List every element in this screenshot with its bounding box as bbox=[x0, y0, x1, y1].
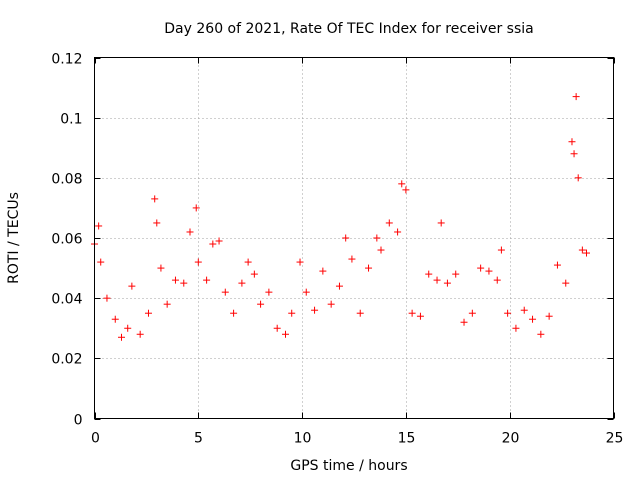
x-tick-label: 10 bbox=[294, 431, 312, 447]
data-point bbox=[512, 324, 520, 332]
data-point bbox=[468, 309, 476, 317]
x-axis-title: GPS time / hours bbox=[290, 458, 407, 474]
data-point bbox=[97, 258, 105, 266]
data-point bbox=[192, 204, 200, 212]
x-tick-label: 15 bbox=[398, 431, 416, 447]
data-point bbox=[568, 138, 576, 146]
data-point bbox=[250, 270, 258, 278]
data-point bbox=[215, 237, 223, 245]
data-point bbox=[520, 306, 528, 314]
data-point bbox=[144, 309, 152, 317]
data-point bbox=[288, 309, 296, 317]
data-point bbox=[221, 288, 229, 296]
data-point bbox=[342, 234, 350, 242]
data-point bbox=[377, 246, 385, 254]
x-tick-label: 25 bbox=[606, 431, 624, 447]
data-point bbox=[157, 264, 165, 272]
data-point bbox=[238, 279, 246, 287]
data-point bbox=[553, 261, 561, 269]
y-tick-labels: 0 0.02 0.04 0.06 0.08 0.1 0.12 bbox=[51, 52, 82, 429]
data-point bbox=[153, 219, 161, 227]
data-point bbox=[111, 315, 119, 323]
data-point bbox=[327, 300, 335, 308]
data-point bbox=[186, 228, 194, 236]
data-points bbox=[91, 93, 591, 341]
x-tick-label: 5 bbox=[194, 431, 203, 447]
data-point bbox=[477, 264, 485, 272]
data-point bbox=[504, 309, 512, 317]
data-point bbox=[103, 294, 111, 302]
data-point bbox=[562, 279, 570, 287]
data-point bbox=[373, 234, 381, 242]
data-point bbox=[136, 330, 144, 338]
data-point bbox=[180, 279, 188, 287]
data-point bbox=[572, 93, 580, 101]
data-point bbox=[296, 258, 304, 266]
x-tick-label: 20 bbox=[502, 431, 520, 447]
data-point bbox=[433, 276, 441, 284]
y-tick-label: 0.08 bbox=[51, 172, 82, 188]
data-point bbox=[163, 300, 171, 308]
data-point bbox=[302, 288, 310, 296]
y-tick-label: 0.12 bbox=[51, 52, 82, 68]
data-point bbox=[128, 282, 136, 290]
data-point bbox=[348, 255, 356, 263]
data-point bbox=[117, 333, 125, 341]
data-point bbox=[485, 267, 493, 275]
data-point bbox=[171, 276, 179, 284]
data-point bbox=[335, 282, 343, 290]
y-tick-label: 0.06 bbox=[51, 232, 82, 248]
y-tick-label: 0.1 bbox=[60, 112, 82, 128]
data-point bbox=[230, 309, 238, 317]
data-point bbox=[402, 186, 410, 194]
grid-lines bbox=[94, 57, 614, 419]
chart-title: Day 260 of 2021, Rate Of TEC Index for r… bbox=[164, 21, 533, 37]
data-point bbox=[452, 270, 460, 278]
plot-frame bbox=[94, 57, 614, 419]
data-point bbox=[124, 324, 132, 332]
data-point bbox=[437, 219, 445, 227]
data-point bbox=[203, 276, 211, 284]
data-point bbox=[151, 195, 159, 203]
data-point bbox=[545, 312, 553, 320]
x-tick-labels: 0 5 10 15 20 25 bbox=[91, 431, 623, 447]
y-tick-label: 0.02 bbox=[51, 352, 82, 368]
data-point bbox=[460, 318, 468, 326]
data-point bbox=[425, 270, 433, 278]
data-point bbox=[194, 258, 202, 266]
data-point bbox=[209, 240, 217, 248]
data-point bbox=[394, 228, 402, 236]
data-point bbox=[265, 288, 273, 296]
data-point bbox=[273, 324, 281, 332]
data-point bbox=[408, 309, 416, 317]
data-point bbox=[443, 279, 451, 287]
data-point bbox=[385, 219, 393, 227]
data-point bbox=[583, 249, 591, 257]
data-point bbox=[537, 330, 545, 338]
data-point bbox=[574, 174, 582, 182]
data-point bbox=[493, 276, 501, 284]
data-point bbox=[570, 150, 578, 158]
y-tick-label: 0.04 bbox=[51, 292, 82, 308]
data-point bbox=[416, 312, 424, 320]
data-point bbox=[529, 315, 537, 323]
x-tick-label: 0 bbox=[91, 431, 100, 447]
data-point bbox=[356, 309, 364, 317]
data-point bbox=[398, 180, 406, 188]
data-point bbox=[578, 246, 586, 254]
data-point bbox=[281, 330, 289, 338]
y-tick-label: 0 bbox=[74, 413, 83, 429]
data-point bbox=[244, 258, 252, 266]
data-point bbox=[95, 222, 103, 230]
data-point bbox=[319, 267, 327, 275]
data-point bbox=[497, 246, 505, 254]
axis-ticks bbox=[94, 57, 615, 420]
data-point bbox=[311, 306, 319, 314]
y-axis-title: ROTI / TECUs bbox=[6, 192, 22, 284]
data-point bbox=[365, 264, 373, 272]
data-point bbox=[257, 300, 265, 308]
